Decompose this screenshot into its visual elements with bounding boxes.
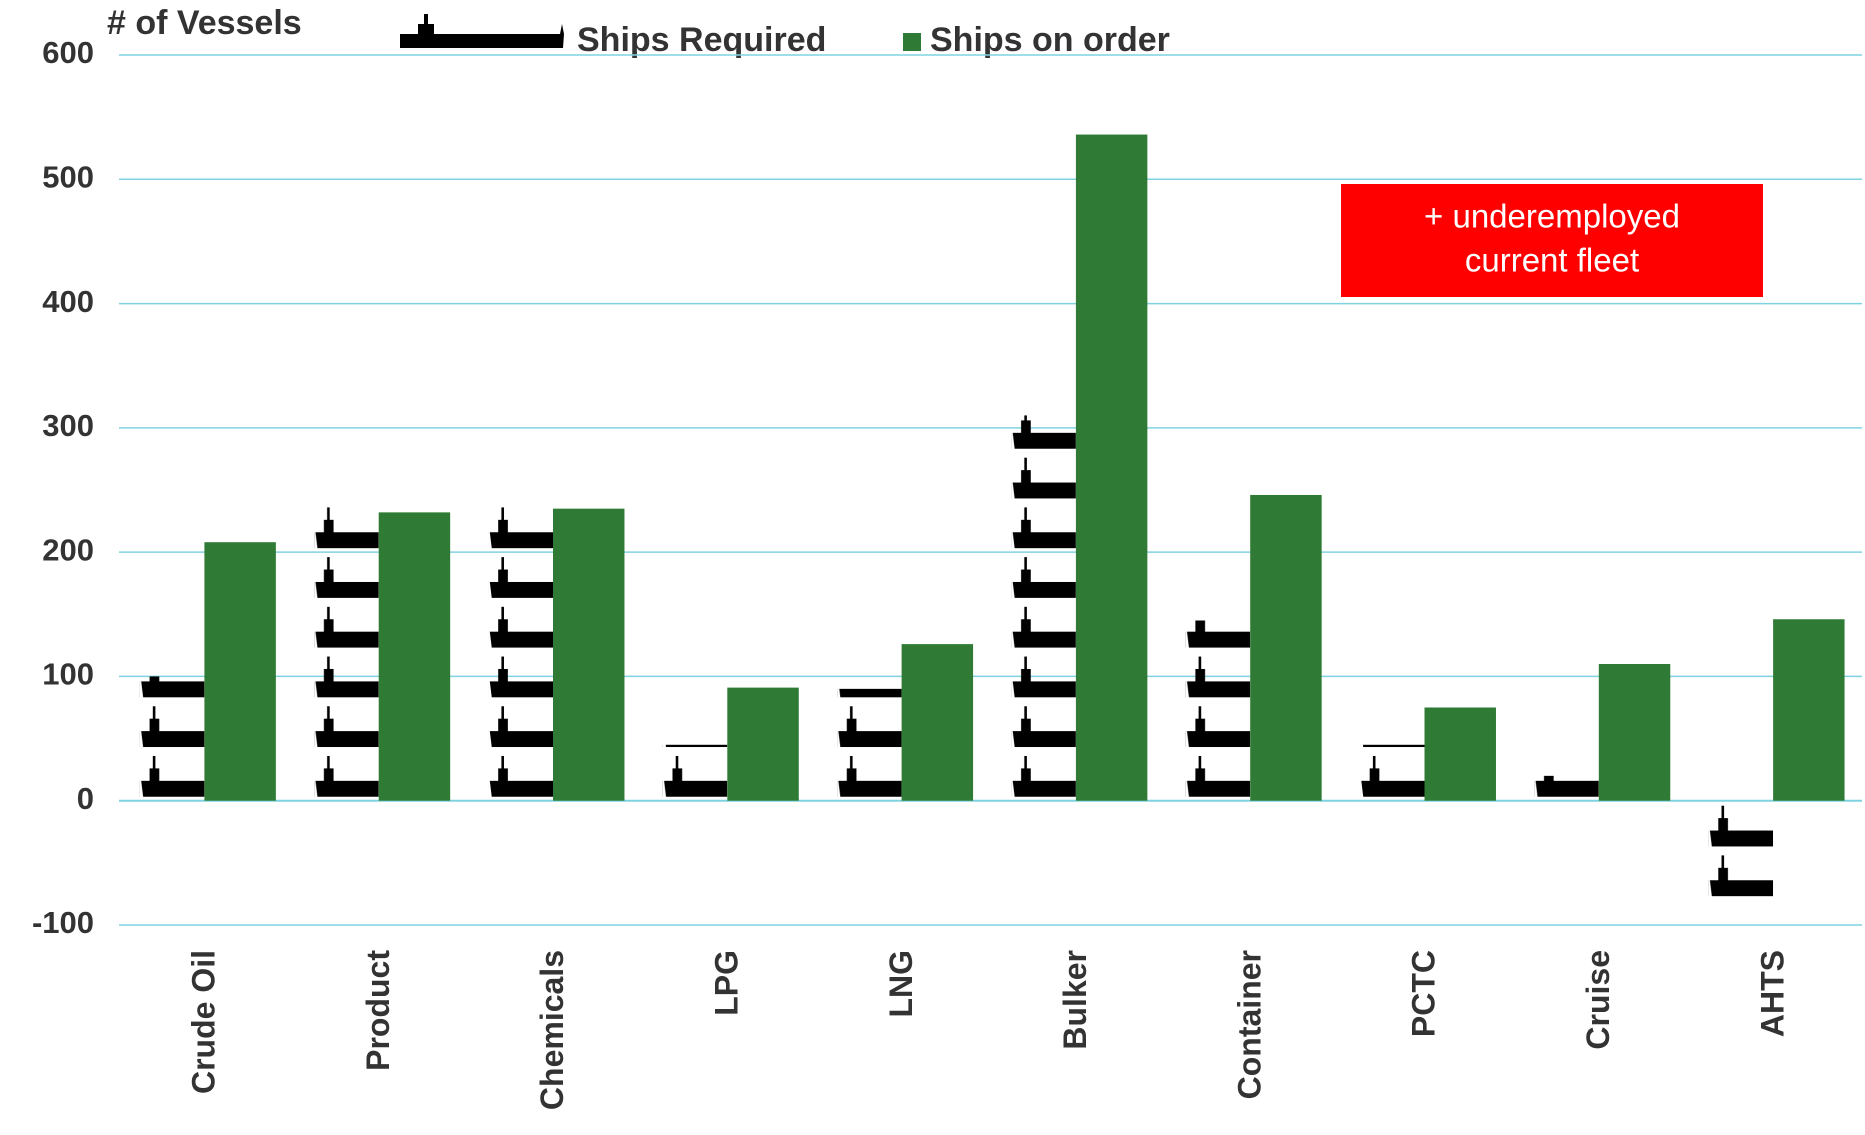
bar [1011, 415, 1076, 801]
bar [837, 688, 902, 801]
x-tick-label: PCTC [1406, 950, 1442, 1037]
bar [1598, 664, 1671, 801]
y-axis-label: # of Vessels [107, 4, 302, 42]
bar [1534, 775, 1599, 801]
annotation: + underemployed [1424, 198, 1680, 235]
bar [1075, 134, 1148, 801]
bar [1250, 494, 1322, 801]
y-tick-label: 400 [42, 284, 94, 319]
x-tick-label: LNG [883, 950, 919, 1018]
bar [1773, 619, 1845, 801]
legend-label: Ships on order [930, 21, 1170, 59]
y-tick-label: 600 [42, 35, 94, 70]
bar [727, 687, 799, 801]
x-tick-label: Crude Oil [186, 950, 222, 1094]
bar [553, 508, 625, 801]
bar [1360, 744, 1425, 801]
legend-ship-icon [400, 14, 564, 48]
annotation-box [1341, 184, 1763, 297]
bar [1708, 800, 1774, 901]
x-tick-label: Product [360, 950, 396, 1071]
legend-label: Ships Required [577, 21, 826, 59]
bar [204, 542, 276, 801]
x-tick-label: Bulker [1057, 950, 1093, 1050]
bar [1424, 707, 1496, 801]
y-tick-label: -100 [32, 905, 94, 940]
y-tick-label: 100 [42, 657, 94, 692]
bar [378, 512, 451, 801]
y-tick-label: 200 [42, 532, 94, 567]
x-tick-label: AHTS [1754, 950, 1790, 1037]
x-tick-label: Cruise [1580, 950, 1616, 1050]
bar [488, 502, 554, 801]
y-tick-label: 0 [77, 781, 94, 816]
x-tick-label: Chemicals [534, 950, 570, 1110]
legend-swatch [903, 33, 921, 51]
x-tick-label: Container [1231, 950, 1267, 1099]
y-tick-label: 300 [42, 408, 94, 443]
x-tick-label: LPG [709, 950, 745, 1016]
bar [139, 676, 205, 801]
y-tick-label: 500 [42, 159, 94, 194]
bar [901, 644, 974, 801]
bar [314, 502, 379, 801]
bar [1185, 620, 1251, 801]
bar [662, 744, 728, 801]
annotation: current fleet [1465, 242, 1639, 279]
